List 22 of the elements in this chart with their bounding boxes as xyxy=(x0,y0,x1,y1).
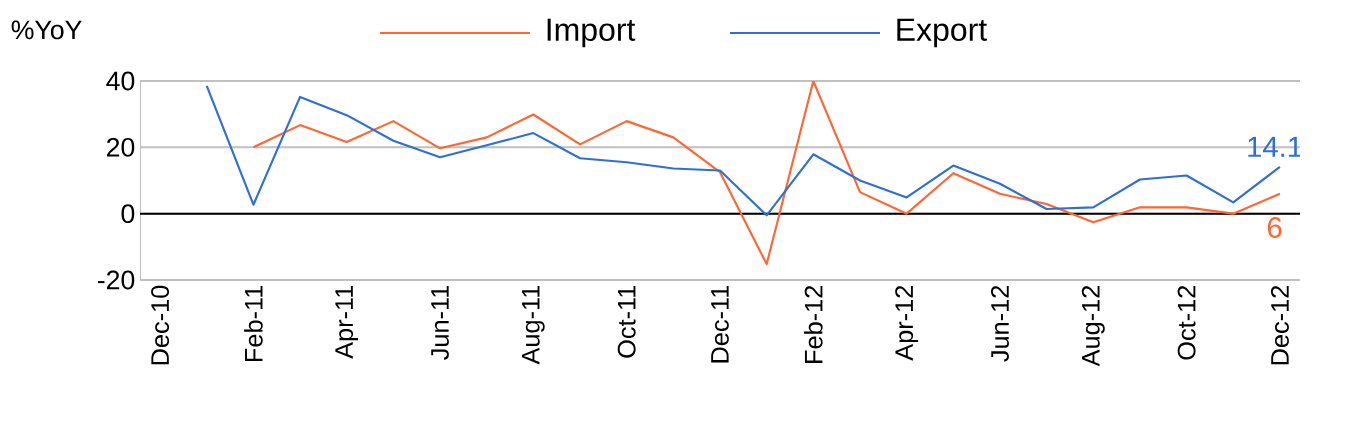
x-tick-label: Aug-11 xyxy=(522,285,545,365)
data-label: 14.1 xyxy=(1248,136,1302,157)
legend-label: Export xyxy=(897,18,987,48)
x-tick-label: Dec-11 xyxy=(711,285,729,363)
x-tick-label: Jun-11 xyxy=(431,285,449,360)
y-tick-label: 40 xyxy=(106,71,135,91)
x-tick-label: Oct-11 xyxy=(617,285,636,358)
x-tick-label: Dec-12 xyxy=(1270,285,1289,365)
x-tick-label: Aug-12 xyxy=(1081,285,1105,367)
legend-label: Import xyxy=(547,18,636,48)
x-tick-label: Oct-12 xyxy=(1177,285,1196,360)
x-tick-label: Apr-12 xyxy=(895,285,919,361)
x-tick-label: Jun-12 xyxy=(991,285,1009,362)
y-tick-label: -20 xyxy=(97,270,135,290)
y-tick-label: 20 xyxy=(106,137,135,157)
x-tick-label: Dec-10 xyxy=(151,285,170,365)
y-tick-label: 0 xyxy=(121,204,135,224)
x-tick-label: Feb-11 xyxy=(244,285,263,362)
data-label: 6 xyxy=(1267,217,1282,238)
y-axis-title: %YoY xyxy=(11,20,82,40)
x-tick-label: Feb-12 xyxy=(804,285,823,363)
x-tick-label: Apr-11 xyxy=(335,285,359,359)
